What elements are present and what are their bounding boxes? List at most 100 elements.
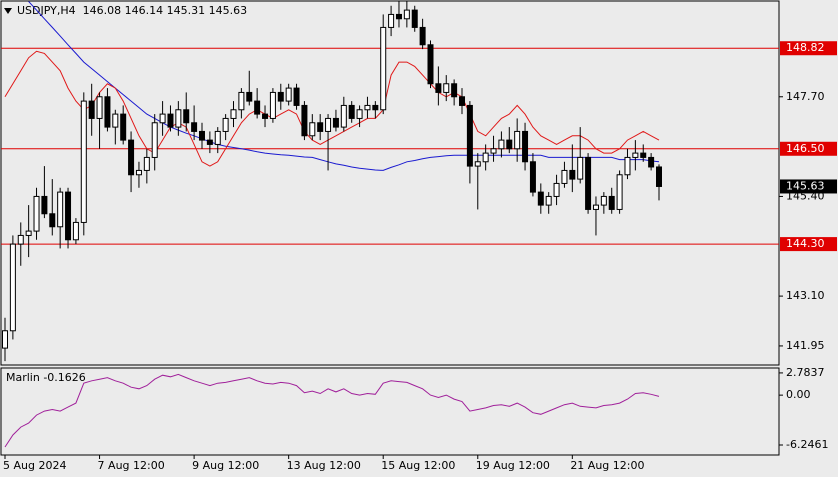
x-tick-label: 15 Aug 12:00 [381, 459, 455, 472]
candle-body [403, 9, 410, 20]
candle-body [128, 139, 135, 176]
candle-body [632, 152, 639, 158]
candle-body [380, 26, 387, 111]
candle-body [395, 13, 402, 20]
candle-body [577, 156, 584, 180]
candle-body [427, 44, 434, 85]
y-tick-label: 2.7837 [786, 366, 825, 379]
candle-body [640, 152, 647, 158]
level-label: 146.50 [786, 142, 825, 155]
candle-body [600, 195, 607, 206]
candle-body [340, 104, 347, 128]
candle-body [49, 213, 56, 228]
candle-body [230, 109, 237, 119]
level-label-box [780, 41, 837, 56]
chart-title: USDJPY,H4 146.08 146.14 145.31 145.63 [17, 4, 247, 17]
candle-body [332, 117, 339, 128]
x-tick-label: 19 Aug 12:00 [476, 459, 550, 472]
line-series [4, 50, 660, 167]
candle-body [569, 169, 576, 180]
candle-body [151, 122, 158, 158]
indicator-title: Marlin -0.1626 [6, 371, 86, 384]
candle-body [364, 104, 371, 111]
level-label: 144.30 [786, 237, 825, 250]
level-label-box [780, 141, 837, 156]
price-label: 145.63 [786, 179, 825, 192]
candle-body [624, 156, 631, 176]
candle-body [198, 130, 205, 141]
candle-body [9, 243, 16, 332]
candle-body [506, 139, 513, 150]
main-frame [0, 0, 780, 366]
candle-body [514, 130, 521, 150]
candle-body [293, 87, 300, 106]
candle-body [537, 191, 544, 206]
level-label: 148.82 [786, 41, 825, 54]
candle-body [41, 195, 48, 215]
candle-body [183, 109, 190, 124]
menu-triangle [4, 8, 12, 14]
candle-body [88, 100, 95, 119]
candle-body [112, 113, 119, 128]
candle-body [419, 26, 426, 46]
candle-body [104, 96, 111, 128]
candle-body [96, 96, 103, 119]
candle-body [474, 161, 481, 167]
x-tick-label: 21 Aug 12:00 [570, 459, 644, 472]
candle-body [33, 195, 40, 232]
candle-body [238, 91, 245, 111]
candle-body [616, 174, 623, 210]
candle-body [466, 104, 473, 167]
candle-body [545, 195, 552, 206]
candle-body [277, 91, 284, 102]
candle-body [2, 330, 8, 349]
candle-body [482, 152, 489, 163]
x-tick-label: 7 Aug 12:00 [98, 459, 165, 472]
candle-body [325, 117, 332, 132]
candle-body [222, 117, 229, 132]
y-tick-label: 0.00 [786, 388, 811, 401]
candle-body [57, 191, 64, 228]
candle-body [246, 91, 253, 102]
y-tick-label: 143.10 [786, 289, 825, 302]
level-label-box [780, 237, 837, 252]
candle-body [206, 139, 213, 145]
candle-body [65, 191, 72, 241]
candle-body [443, 83, 450, 93]
candle-body [388, 13, 395, 28]
candle-body [648, 156, 655, 168]
candle-body [585, 156, 592, 210]
price-label-box [780, 179, 837, 194]
y-tick-label: 147.70 [786, 90, 825, 103]
candle-body [301, 104, 308, 137]
candle-body [159, 113, 166, 124]
candle-body [435, 83, 442, 93]
candle-body [72, 221, 79, 241]
candle-body [411, 9, 418, 28]
line-series [28, 1, 660, 171]
x-tick-label: 5 Aug 2024 [3, 459, 66, 472]
candle-body [285, 87, 292, 102]
candle-body [348, 104, 355, 119]
candle-body [451, 83, 458, 98]
x-tick-label: 9 Aug 12:00 [192, 459, 259, 472]
candle-body [269, 91, 276, 119]
candle-body [459, 96, 466, 106]
candle-body [80, 100, 87, 223]
y-tick-label: 141.95 [786, 339, 825, 352]
candle-body [490, 148, 497, 154]
candle-body [608, 195, 615, 210]
candle-body [135, 169, 142, 176]
y-tick-label: -6.2461 [786, 438, 828, 451]
candle-body [372, 104, 379, 111]
candle-body [167, 113, 174, 128]
candle-body [254, 100, 261, 115]
line-series [4, 373, 660, 448]
candle-body [553, 182, 560, 197]
indicator-frame [0, 367, 780, 456]
x-tick-label: 13 Aug 12:00 [287, 459, 361, 472]
candle-body [498, 139, 505, 150]
candle-body [356, 109, 363, 119]
candle-body [522, 130, 529, 163]
